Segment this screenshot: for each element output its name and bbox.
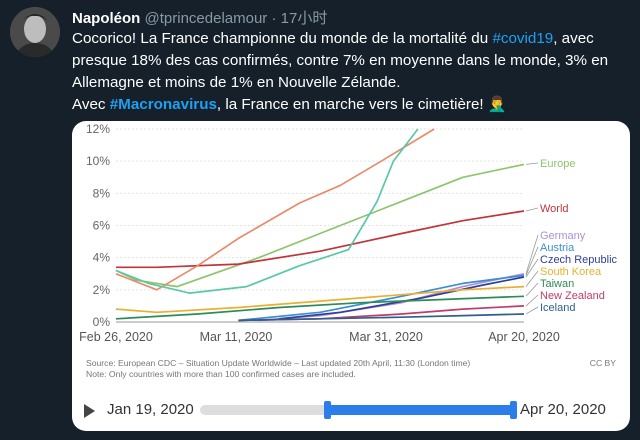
text-segment: , la France en marche vers le cimetière!… <box>216 96 507 113</box>
tweet-line-1: Cocorico! La France championne du monde … <box>72 28 632 94</box>
legend-connector <box>525 246 539 276</box>
series-line <box>238 274 525 322</box>
timeline-start-label: Jan 19, 2020 <box>107 401 194 418</box>
portrait-image <box>10 7 60 57</box>
legend-label: World <box>540 203 569 215</box>
x-tick-label: Apr 20, 2020 <box>488 330 560 344</box>
legend-label: South Korea <box>540 266 602 278</box>
legend-connector <box>525 258 539 278</box>
legend-label: Czech Republic <box>540 254 618 266</box>
hashtag-covid19[interactable]: #covid19 <box>492 30 554 47</box>
author-handle[interactable]: @tprincedelamour <box>144 10 268 27</box>
legend-label: Iceland <box>540 302 575 314</box>
chart-card[interactable]: 0% 2% 4% 6% 8% 10% 12% Feb 26, 2020 Mar 11, 2020… <box>72 121 630 431</box>
x-tick-label: Mar 31, 2020 <box>349 330 423 344</box>
series-line <box>115 285 525 314</box>
timeline-handle-start[interactable] <box>324 401 331 419</box>
legend-connector <box>525 162 539 165</box>
legend-connector <box>525 207 539 212</box>
legend-connector <box>525 306 539 315</box>
legend-connector <box>525 282 539 297</box>
y-tick-label: 0% <box>93 315 111 329</box>
tweet-header: Napoléon @tprincedelamour · 17小时 <box>72 7 327 28</box>
line-chart: 0% 2% 4% 6% 8% 10% 12% Feb 26, 2020 Mar 11, 2020… <box>79 122 618 344</box>
y-tick-label: 10% <box>86 154 110 168</box>
legend-label: New Zealand <box>540 290 605 302</box>
source-line: Source: European CDC – Situation Update … <box>86 358 471 368</box>
tweet-text: Cocorico! La France championne du monde … <box>72 28 632 116</box>
chart-source: Source: European CDC – Situation Update … <box>86 358 470 380</box>
x-tick-label: Mar 11, 2020 <box>200 330 273 344</box>
license-label: CC BY <box>589 358 616 368</box>
y-tick-label: 4% <box>93 251 111 265</box>
legend-label: Austria <box>540 242 575 254</box>
text-segment: Cocorico! La France championne du monde … <box>72 30 493 47</box>
series-line <box>279 276 525 320</box>
timeline-control: Jan 19, 2020 Apr 20, 2020 <box>72 393 630 431</box>
series-line <box>115 128 419 294</box>
timeline-handle-end[interactable] <box>510 401 517 419</box>
timestamp[interactable]: 17小时 <box>280 10 328 27</box>
y-tick-label: 12% <box>86 122 110 136</box>
hashtag-macronavirus[interactable]: #Macronavirus <box>109 96 217 113</box>
timeline-end-label: Apr 20, 2020 <box>520 401 606 418</box>
series-line <box>116 210 525 269</box>
y-tick-label: 2% <box>93 283 111 297</box>
legend-connector <box>525 270 539 287</box>
y-tick-label: 8% <box>93 186 111 200</box>
separator: · <box>271 10 277 27</box>
x-tick-label: Feb 26, 2020 <box>79 330 153 344</box>
legend-label: Germany <box>540 230 586 242</box>
series-line <box>238 313 525 322</box>
timeline-range[interactable] <box>327 405 513 415</box>
series-line <box>115 295 525 320</box>
play-icon[interactable] <box>84 404 95 418</box>
tweet-line-2: Avec #Macronavirus, la France en marche … <box>72 94 632 116</box>
text-segment: , avec presque 18% des cas confirmés, co… <box>72 30 609 91</box>
avatar[interactable] <box>10 7 60 57</box>
y-tick-label: 6% <box>93 219 111 233</box>
legend-connector <box>525 294 539 307</box>
legend-label: Europe <box>540 158 575 170</box>
author-name[interactable]: Napoléon <box>72 10 141 27</box>
legend-label: Taiwan <box>540 278 574 290</box>
series-line <box>115 128 435 291</box>
note-line: Note: Only countries with more than 100 … <box>86 369 356 379</box>
legend-connector <box>525 234 539 274</box>
text-segment: Avec <box>72 96 110 113</box>
